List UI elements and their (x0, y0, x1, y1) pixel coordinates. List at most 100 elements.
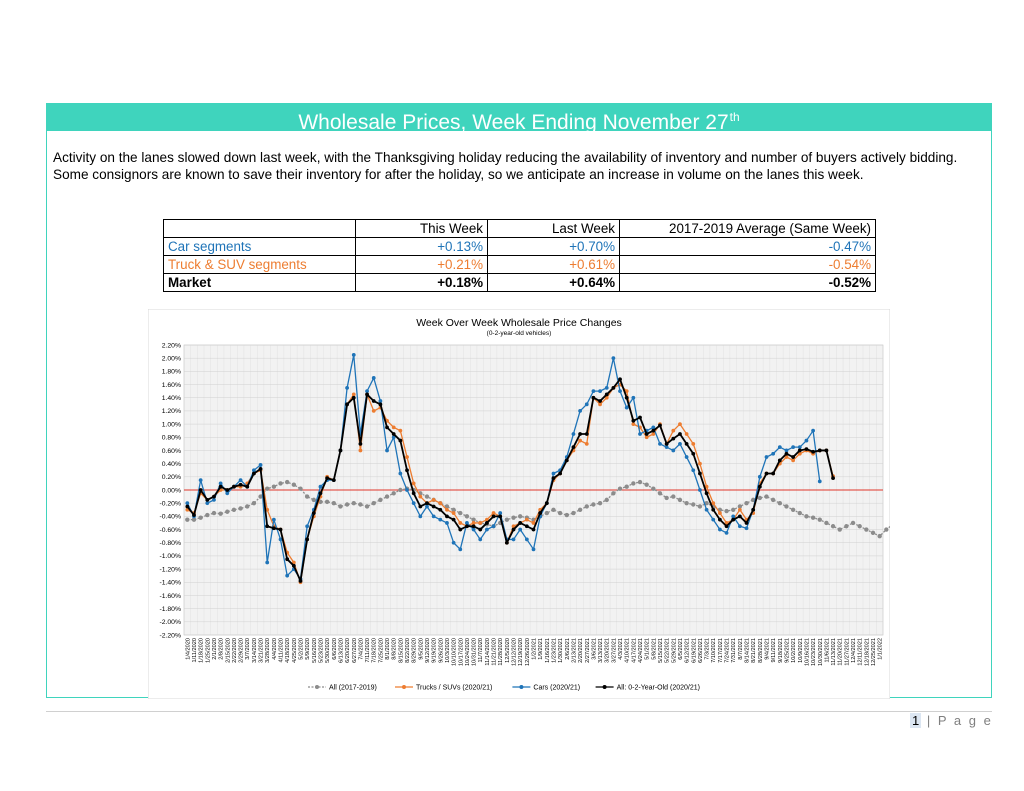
x-tick-label: 12/11/2021 (858, 638, 864, 666)
x-tick-label: 8/29/2020 (412, 638, 418, 663)
x-tick-label: 8/15/2020 (398, 638, 404, 663)
x-tick-label: 12/18/2021 (864, 638, 870, 666)
data-point (325, 476, 330, 481)
data-point (591, 502, 596, 507)
data-point (318, 491, 323, 496)
data-point (458, 510, 463, 516)
data-point (571, 432, 576, 436)
x-tick-label: 2/1/2020 (212, 638, 218, 660)
data-point (624, 405, 629, 410)
data-point (431, 497, 436, 502)
data-point (658, 423, 662, 428)
legend-label: Trucks / SUVs (2020/21) (416, 685, 492, 692)
x-tick-label: 10/9/2021 (798, 638, 804, 663)
data-point (391, 435, 396, 440)
table-header-cell: Last Week (487, 219, 620, 238)
data-point (757, 474, 762, 479)
data-point (684, 441, 689, 446)
table-row-cars: Car segments +0.13% +0.70% -0.47% (163, 237, 876, 256)
data-point (784, 504, 789, 509)
x-tick-label: 12/19/2020 (518, 638, 524, 666)
x-tick-label: 8/7/2021 (738, 638, 744, 660)
data-point (671, 428, 676, 433)
data-point (378, 402, 383, 407)
data-point (791, 445, 796, 450)
x-tick-label: 1/30/2021 (558, 638, 564, 663)
data-point (731, 507, 736, 512)
data-point (810, 515, 816, 520)
x-tick-label: 3/28/2020 (265, 638, 271, 663)
y-tick-label: 1.00% (162, 421, 181, 428)
data-point (218, 484, 223, 489)
x-tick-label: 9/4/2021 (765, 638, 771, 660)
data-point (371, 500, 376, 506)
data-point (724, 524, 729, 529)
data-point (398, 438, 403, 443)
data-point (305, 524, 310, 529)
x-tick-label: 10/24/2020 (465, 638, 471, 666)
data-point (597, 500, 603, 506)
data-point (804, 438, 809, 443)
data-point (458, 521, 463, 525)
x-tick-label: 7/11/2020 (365, 638, 371, 662)
table-row-trucks: Truck & SUV segments +0.21% +0.61% -0.54… (163, 255, 876, 274)
x-tick-label: 12/5/2020 (505, 638, 511, 663)
data-point (538, 511, 543, 515)
data-point (411, 501, 416, 506)
row-label: Car segments (163, 237, 356, 256)
x-tick-label: 9/19/2020 (432, 638, 438, 663)
data-point (704, 500, 709, 506)
data-point (824, 520, 829, 526)
data-point (797, 451, 802, 456)
data-point (311, 511, 316, 515)
data-point (604, 395, 609, 400)
x-tick-label: 5/8/2021 (651, 638, 657, 660)
data-point (504, 540, 509, 545)
data-point (445, 507, 449, 512)
data-point (571, 445, 576, 450)
data-point (598, 399, 602, 403)
data-point (564, 458, 569, 463)
data-point (718, 517, 722, 522)
x-tick-label: 2/29/2020 (239, 638, 245, 663)
data-point (737, 514, 742, 519)
average-value: -0.47% (619, 237, 876, 256)
data-point (478, 537, 483, 542)
data-point (750, 497, 756, 503)
data-point (444, 504, 450, 509)
data-point (584, 402, 589, 407)
data-point (485, 521, 489, 525)
data-point (471, 517, 476, 522)
data-point (618, 377, 622, 382)
data-point (245, 484, 250, 489)
data-point (438, 501, 443, 506)
data-point (704, 507, 709, 512)
x-tick-label: 5/16/2020 (312, 638, 318, 663)
data-point (611, 385, 616, 390)
data-point (551, 507, 556, 512)
banner: Wholesale Prices, Week Ending November 2… (47, 104, 991, 134)
data-point (811, 449, 815, 454)
y-tick-label: 2.20% (162, 342, 181, 349)
x-tick-label: 2/8/2020 (219, 638, 225, 660)
data-point (431, 514, 436, 519)
data-point (771, 451, 776, 456)
data-point (664, 441, 669, 446)
data-point (737, 524, 742, 529)
x-tick-label: 2/6/2021 (565, 638, 571, 660)
data-point (338, 448, 343, 453)
data-point (691, 468, 696, 473)
data-point (544, 510, 550, 516)
page-number: 1 (910, 713, 922, 728)
data-point (678, 441, 682, 446)
data-point (471, 521, 476, 525)
data-point (278, 537, 283, 542)
data-point (438, 507, 443, 512)
y-tick-label: -1.40% (159, 580, 181, 587)
x-tick-label: 5/23/2020 (318, 638, 324, 663)
content-frame: Wholesale Prices, Week Ending November 2… (46, 103, 992, 698)
data-point (238, 482, 243, 487)
x-tick-label: 1/23/2021 (551, 638, 557, 663)
y-tick-label: -1.80% (159, 606, 181, 613)
data-point (491, 511, 496, 515)
